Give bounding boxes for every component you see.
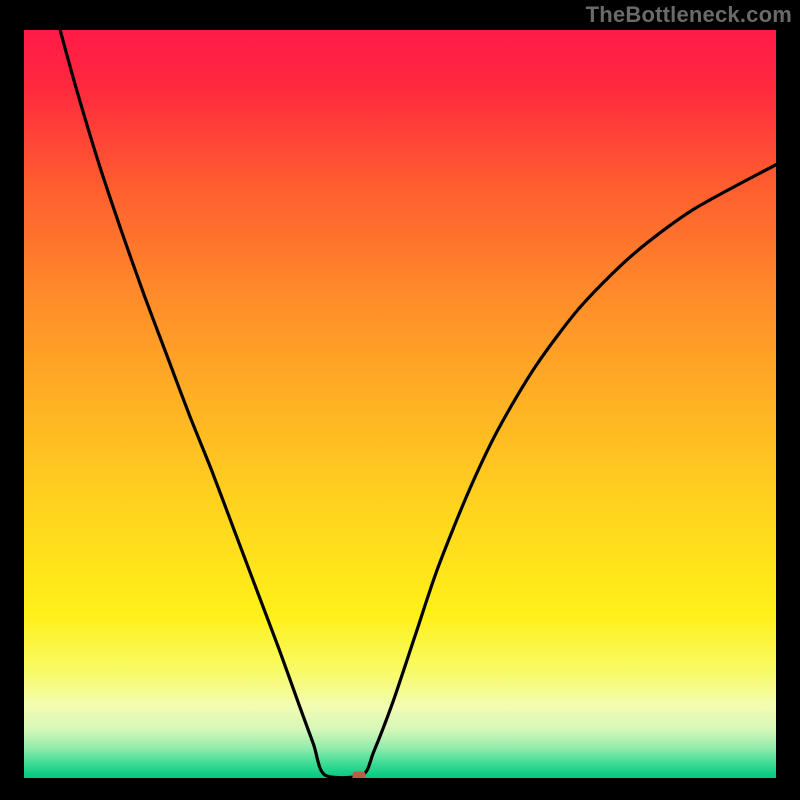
curve-path (60, 30, 776, 778)
chart-canvas: TheBottleneck.com (0, 0, 800, 800)
bottleneck-curve (24, 30, 776, 778)
optimum-marker (352, 771, 365, 778)
watermark-text: TheBottleneck.com (586, 2, 792, 28)
plot-frame (24, 30, 776, 778)
